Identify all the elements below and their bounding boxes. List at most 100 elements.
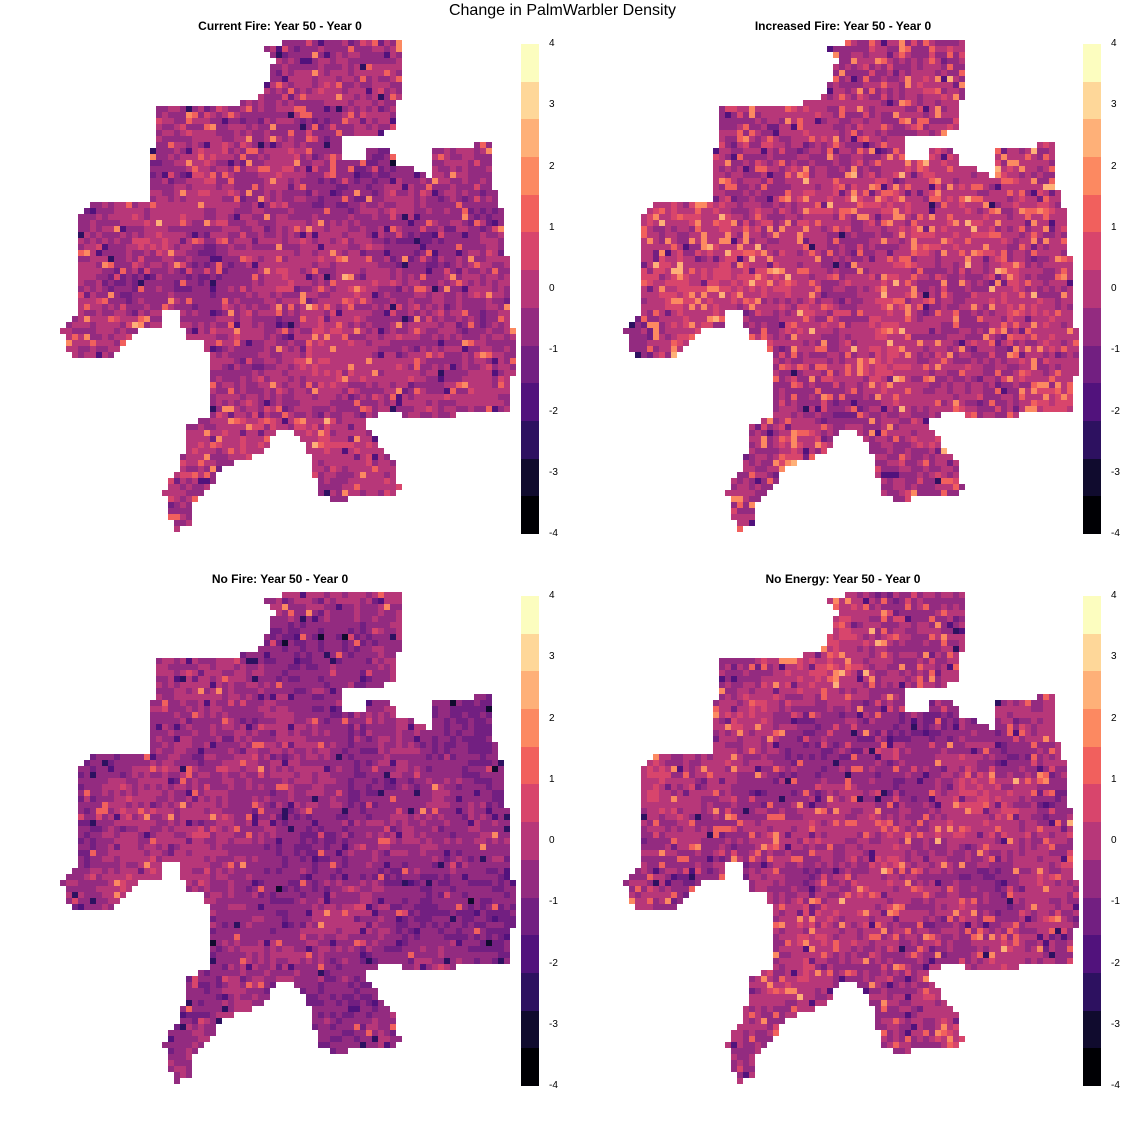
raster-cell [168,208,174,214]
raster-cell [713,172,719,178]
raster-cell [306,202,312,208]
raster-cell [180,112,186,118]
raster-cell [198,448,204,454]
raster-cell [168,274,174,280]
raster-cell [462,268,468,274]
raster-cell [282,310,288,316]
raster-cell [300,340,306,346]
raster-cell [318,190,324,196]
raster-cell [288,190,294,196]
raster-cell [408,340,414,346]
raster-cell [833,52,839,58]
raster-cell [210,178,216,184]
raster-cell [354,118,360,124]
raster-cell [240,268,246,274]
raster-cell [438,340,444,346]
raster-cell [270,310,276,316]
raster-cell [480,166,486,172]
raster-cell [354,388,360,394]
raster-cell [474,280,480,286]
raster-cell [228,238,234,244]
raster-cell [330,394,336,400]
raster-cell [444,310,450,316]
raster-cell [90,268,96,274]
raster-cell [947,166,953,172]
raster-cell [174,106,180,112]
raster-cell [474,256,480,262]
raster-cell [450,214,456,220]
raster-cell [168,196,174,202]
raster-cell [426,310,432,316]
raster-cell [252,184,258,190]
raster-cell [168,178,174,184]
raster-cell [887,136,893,142]
raster-cell [318,490,324,496]
raster-cell [372,400,378,406]
raster-cell [1055,214,1061,220]
raster-cell [180,238,186,244]
raster-cell [276,184,282,190]
raster-cell [294,400,300,406]
raster-cell [791,202,797,208]
raster-cell [270,202,276,208]
raster-cell [306,250,312,256]
raster-cell [360,88,366,94]
raster-cell [468,220,474,226]
raster-cell [276,388,282,394]
legend-swatch [521,44,539,83]
raster-cell [114,268,120,274]
raster-cell [839,196,845,202]
raster-cell [108,322,114,328]
raster-cell [198,298,204,304]
raster-cell [911,160,917,166]
raster-cell [342,226,348,232]
raster-cell [336,58,342,64]
raster-cell [294,316,300,322]
raster-cell [246,382,252,388]
raster-cell [330,160,336,166]
raster-cell [282,220,288,226]
raster-cell [222,304,228,310]
raster-cell [354,226,360,232]
raster-cell [725,172,731,178]
raster-cell [456,184,462,190]
raster-cell [144,256,150,262]
raster-cell [246,274,252,280]
raster-cell [354,334,360,340]
raster-cell [1037,190,1043,196]
raster-cell [198,262,204,268]
raster-cell [174,268,180,274]
raster-cell [294,226,300,232]
raster-cell [743,106,749,112]
raster-cell [216,232,222,238]
raster-cell [462,406,468,412]
raster-cell [366,376,372,382]
raster-cell [1007,178,1013,184]
raster-cell [342,250,348,256]
raster-cell [348,202,354,208]
raster-cell [348,364,354,370]
raster-cell [474,142,480,148]
raster-cell [378,232,384,238]
raster-cell [689,202,695,208]
raster-cell [426,394,432,400]
raster-cell [929,148,935,154]
raster-cell [270,106,276,112]
raster-cell [797,166,803,172]
raster-cell [258,256,264,262]
raster-cell [408,178,414,184]
raster-cell [282,304,288,310]
raster-cell [348,100,354,106]
raster-cell [851,214,857,220]
raster-cell [318,400,324,406]
legend-swatch [521,458,539,497]
raster-cell [348,340,354,346]
raster-cell [348,184,354,190]
raster-cell [234,376,240,382]
raster-cell [354,124,360,130]
raster-cell [168,490,174,496]
raster-cell [366,268,372,274]
raster-cell [318,448,324,454]
raster-cell [306,178,312,184]
raster-cell [324,394,330,400]
